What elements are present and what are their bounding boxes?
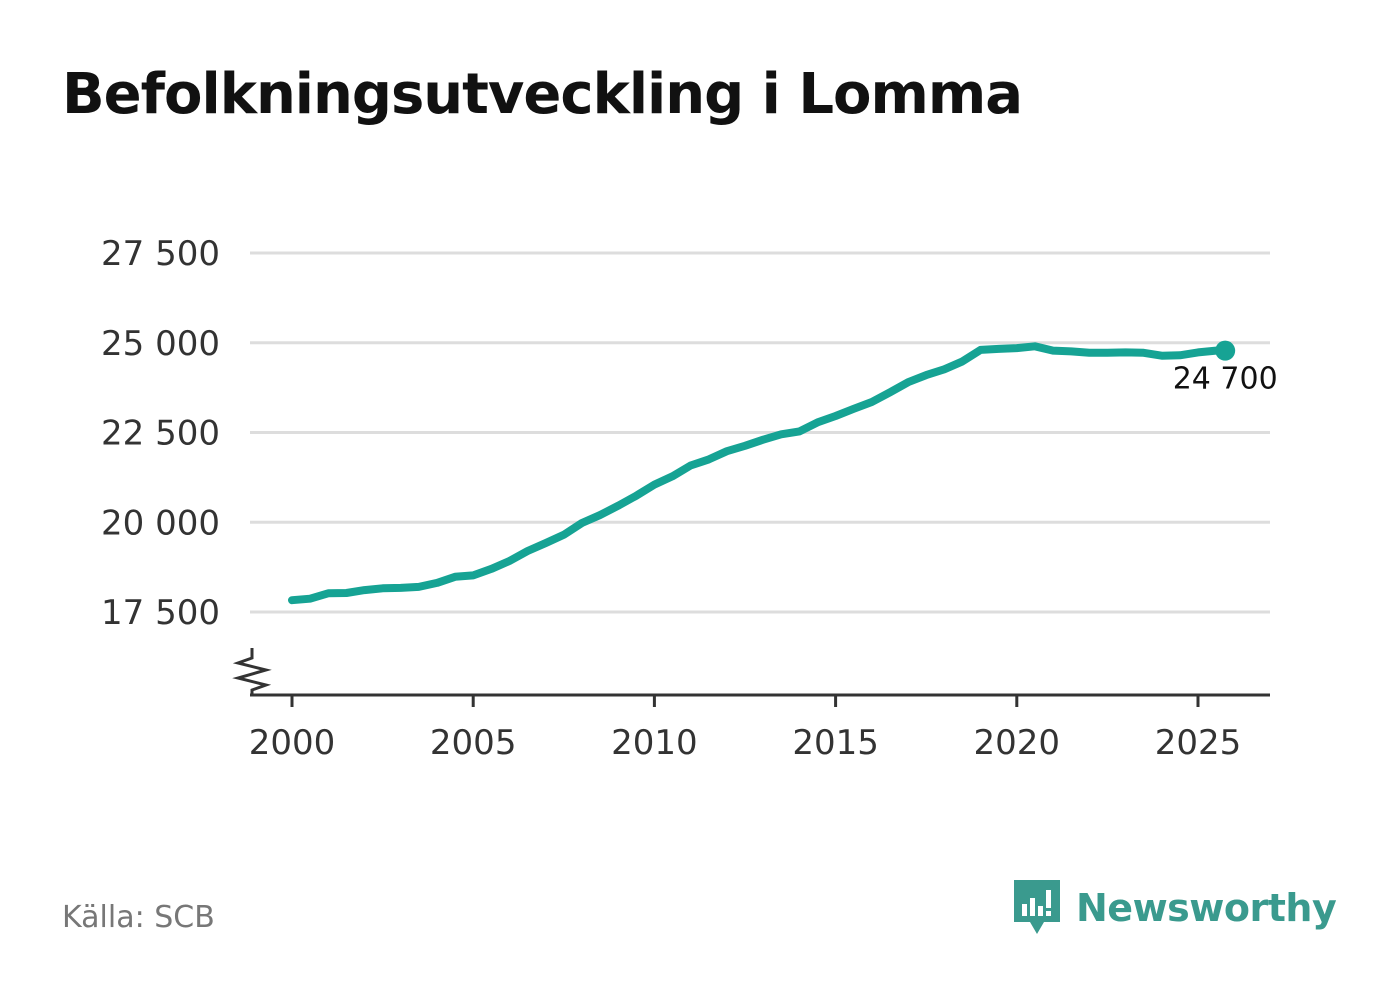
source-note: Källa: SCB [62, 900, 215, 935]
y-tick-label: 27 500 [101, 234, 220, 274]
x-tick-label: 2005 [430, 723, 517, 763]
gridlines [250, 251, 1270, 614]
y-axis-ticks: 17 500 20 000 22 500 25 000 27 500 [101, 234, 220, 633]
population-series-line [288, 342, 1230, 605]
y-tick-label: 22 500 [101, 414, 220, 454]
brand-name: Newsworthy [1076, 886, 1337, 930]
x-tick-label: 2010 [611, 723, 698, 763]
y-tick-label: 25 000 [101, 324, 220, 364]
axis-break-icon [232, 648, 272, 695]
end-value-label: 24 700 [1173, 362, 1278, 397]
x-axis-ticks: 2000 2005 2010 2015 2020 2025 [249, 695, 1242, 763]
x-tick-label: 2020 [974, 723, 1061, 763]
y-tick-label: 20 000 [101, 503, 220, 543]
newsworthy-logo-icon [1014, 880, 1060, 934]
x-tick-label: 2015 [792, 723, 879, 763]
x-tick-label: 2025 [1155, 723, 1242, 763]
end-point-marker [1215, 340, 1236, 361]
newsworthy-brand: Newsworthy [1012, 878, 1337, 938]
x-axis [232, 648, 1270, 697]
y-tick-label: 17 500 [101, 593, 220, 633]
chart-title: Befolkningsutveckling i Lomma [62, 62, 1023, 127]
x-tick-label: 2000 [249, 723, 336, 763]
